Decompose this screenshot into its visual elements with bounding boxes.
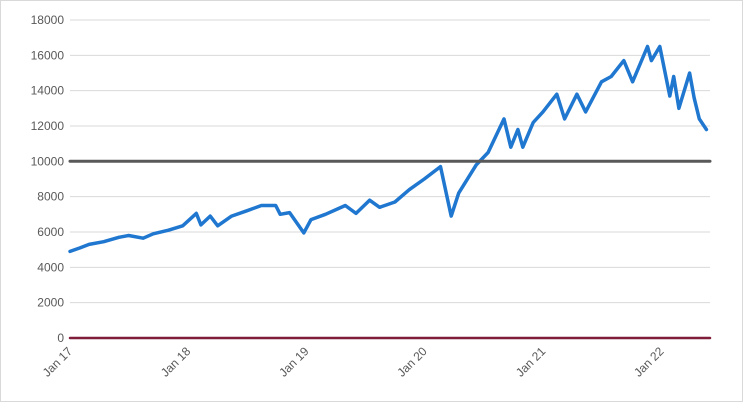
series-layer xyxy=(68,44,712,340)
y-tick-label: 8000 xyxy=(37,190,64,204)
y-tick-label: 4000 xyxy=(37,260,64,274)
x-tick-label: Jan 17 xyxy=(40,344,76,380)
y-tick-label: 14000 xyxy=(31,84,65,98)
y-axis-ticks: 0 2000 4000 6000 8000 10000 12000 14000 16000 180… xyxy=(31,13,65,345)
y-tick-label: 0 xyxy=(57,331,64,345)
y-tick-label: 2000 xyxy=(37,296,64,310)
x-tick-label: Jan 19 xyxy=(276,344,312,380)
y-tick-label: 10000 xyxy=(31,154,65,168)
y-tick-label: 6000 xyxy=(37,225,64,239)
grid-lines xyxy=(70,19,710,339)
x-tick-label: Jan 21 xyxy=(513,344,549,380)
x-tick-label: Jan 18 xyxy=(158,344,194,380)
y-tick-label: 18000 xyxy=(31,13,65,27)
index-line xyxy=(68,44,709,254)
y-tick-label: 16000 xyxy=(31,48,65,62)
x-tick-label: Jan 20 xyxy=(394,344,430,380)
y-tick-label: 12000 xyxy=(31,119,65,133)
x-tick-label: Jan 22 xyxy=(631,344,667,380)
x-axis-ticks: Jan 17 Jan 18 Jan 19 Jan 20 Jan 21 Jan 22 xyxy=(40,344,667,380)
